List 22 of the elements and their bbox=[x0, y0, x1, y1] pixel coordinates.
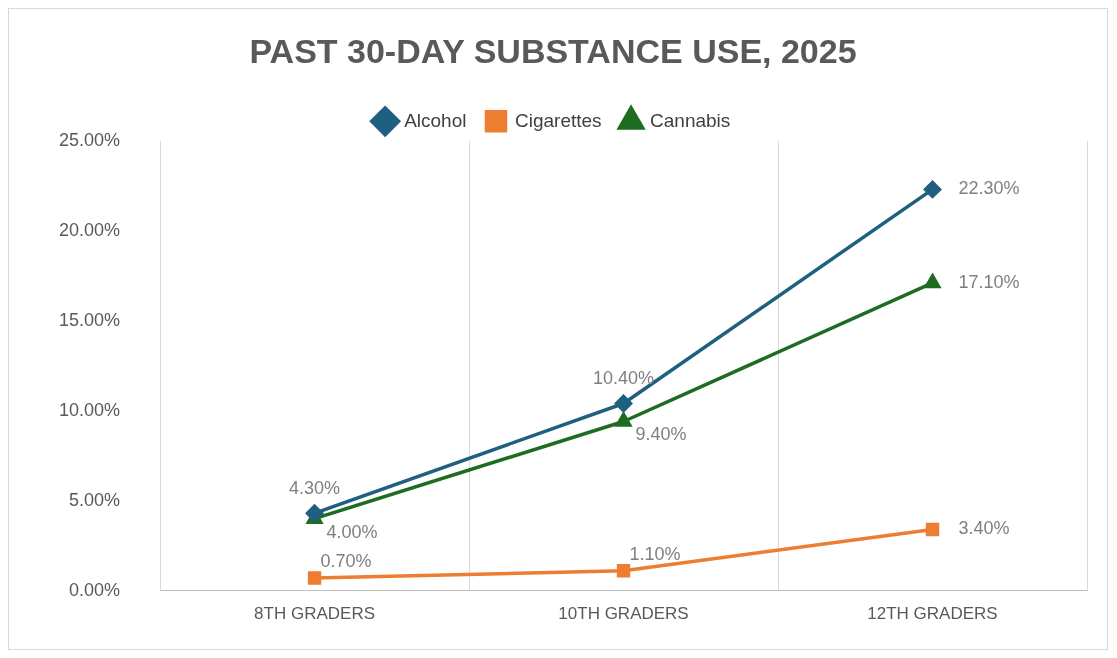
y-tick-label: 25.00% bbox=[58, 129, 121, 150]
x-tick-label: 8TH GRADERS bbox=[254, 604, 375, 624]
data-label: 0.70% bbox=[320, 550, 372, 571]
data-label: 4.00% bbox=[326, 521, 378, 542]
data-label: 1.10% bbox=[629, 543, 681, 564]
x-tick-label: 12TH GRADERS bbox=[867, 604, 998, 624]
y-tick-label: 15.00% bbox=[58, 309, 121, 330]
data-label: 3.40% bbox=[958, 518, 1010, 539]
legend-label: Cigarettes bbox=[514, 109, 602, 131]
legend-label: Cannabis bbox=[650, 109, 731, 131]
y-tick-label: 0.00% bbox=[69, 579, 121, 600]
data-label: 22.30% bbox=[958, 178, 1020, 199]
y-tick-label: 10.00% bbox=[58, 399, 121, 420]
x-tick-label: 10TH GRADERS bbox=[558, 604, 689, 624]
chart-title: PAST 30-DAY SUBSTANCE USE, 2025 bbox=[249, 31, 857, 70]
legend-label: Alcohol bbox=[404, 109, 467, 131]
data-label: 4.30% bbox=[289, 478, 341, 499]
data-label: 10.40% bbox=[592, 368, 655, 389]
data-label: 9.40% bbox=[635, 424, 687, 445]
y-tick-label: 20.00% bbox=[58, 219, 121, 240]
data-label: 17.10% bbox=[958, 271, 1020, 292]
y-tick-label: 5.00% bbox=[69, 489, 121, 510]
